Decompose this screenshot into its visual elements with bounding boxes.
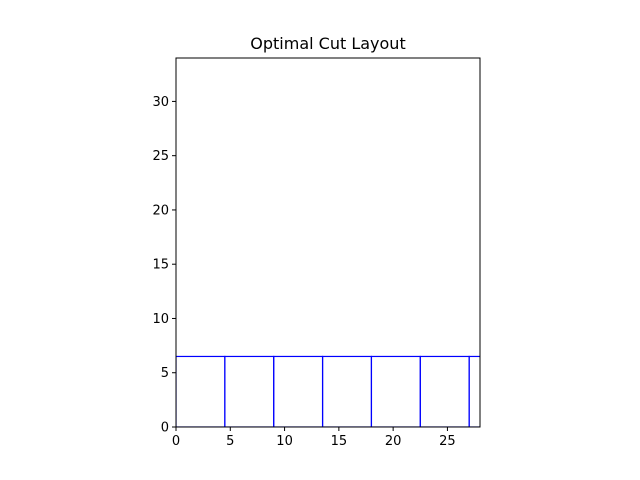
cut-piece-4 (321, 355, 373, 427)
pieces-layer (176, 355, 480, 427)
cut-piece-7 (468, 355, 480, 427)
y-tick-label: 20 (152, 203, 169, 218)
cut-piece-1 (176, 355, 226, 427)
y-tick-label: 10 (152, 312, 169, 327)
plot-frame (175, 57, 481, 428)
x-tick-label: 20 (385, 434, 402, 449)
y-tick-label: 0 (161, 421, 169, 436)
y-tick-label: 5 (161, 366, 169, 381)
x-tick-label: 0 (172, 434, 180, 449)
x-tick-label: 15 (331, 434, 348, 449)
cut-piece-5 (370, 355, 421, 427)
cut-piece-3 (273, 355, 324, 427)
x-tick-label: 25 (439, 434, 456, 449)
x-tick-label: 5 (226, 434, 234, 449)
x-axis: 0 5 10 15 20 25 (172, 427, 456, 449)
y-tick-label: 15 (152, 258, 169, 273)
cut-piece-6 (419, 355, 470, 427)
y-tick-label: 25 (152, 149, 169, 164)
x-tick-label: 10 (276, 434, 293, 449)
cut-piece-2 (224, 355, 275, 427)
y-tick-label: 30 (152, 95, 169, 110)
y-axis: 0 5 10 15 20 25 30 (152, 95, 176, 436)
chart-title: Optimal Cut Layout (250, 34, 405, 53)
